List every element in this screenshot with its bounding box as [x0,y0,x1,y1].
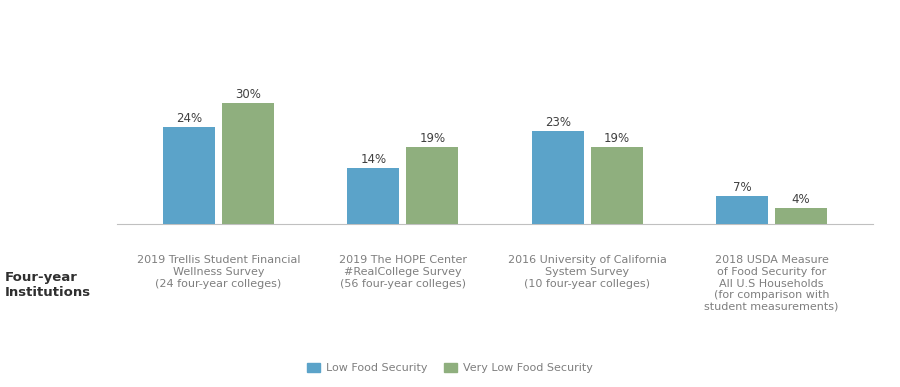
Bar [347,168,399,224]
Text: 7%: 7% [733,181,751,194]
Text: Four-year
Institutions: Four-year Institutions [4,271,91,299]
Text: 2019 Trellis Student Financial
Wellness Survey
(24 four-year colleges): 2019 Trellis Student Financial Wellness … [137,255,301,289]
Bar [163,127,215,224]
Text: 2016 University of California
System Survey
(10 four-year colleges): 2016 University of California System Sur… [508,255,667,289]
Bar [716,196,768,224]
Text: 2018 USDA Measure
of Food Security for
All U.S Households
(for comparison with
s: 2018 USDA Measure of Food Security for A… [705,255,839,312]
Bar [532,131,583,224]
Text: 23%: 23% [544,116,571,129]
Bar [407,147,458,224]
Text: 14%: 14% [360,152,386,166]
Text: 19%: 19% [604,132,630,145]
Text: 24%: 24% [176,112,202,125]
Text: 4%: 4% [792,193,810,206]
Text: 30%: 30% [235,87,261,101]
Text: 19%: 19% [419,132,446,145]
Text: 2019 The HOPE Center
#RealCollege Survey
(56 four-year colleges): 2019 The HOPE Center #RealCollege Survey… [338,255,467,289]
Bar [775,208,827,224]
Legend: Low Food Security, Very Low Food Security: Low Food Security, Very Low Food Securit… [302,358,598,378]
Bar [591,147,643,224]
Bar [222,103,274,224]
